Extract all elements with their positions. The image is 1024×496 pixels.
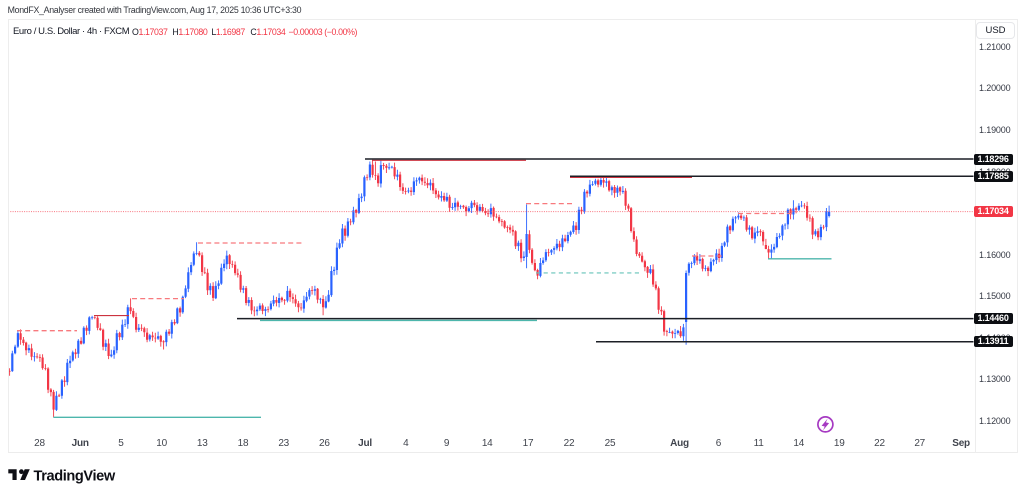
svg-text:TradingView: TradingView: [34, 468, 116, 484]
